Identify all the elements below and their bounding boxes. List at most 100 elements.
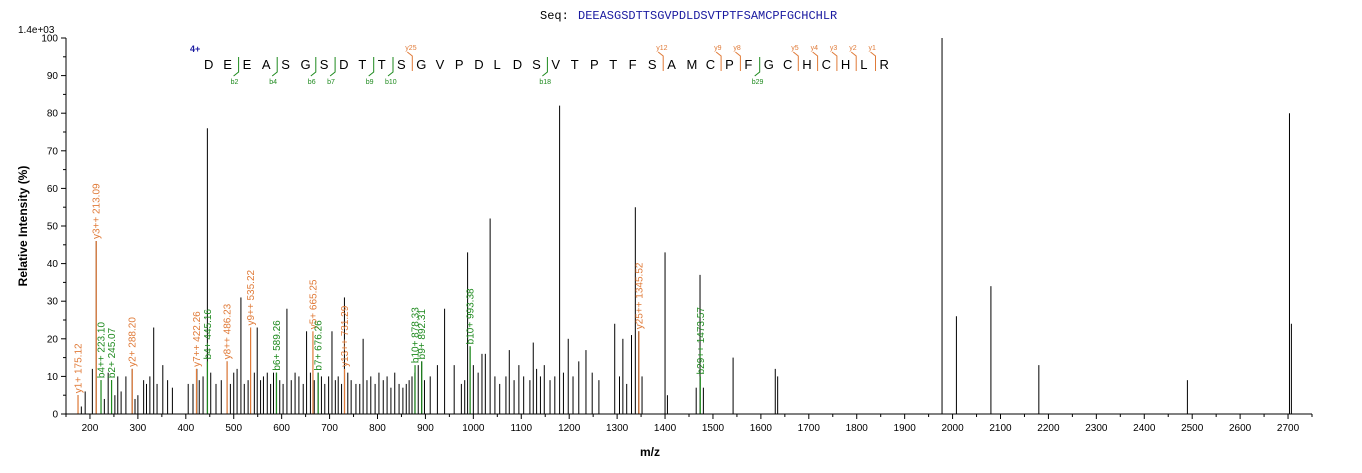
residue: E [243, 57, 252, 72]
residue: A [667, 57, 676, 72]
residue: E [223, 57, 232, 72]
y-tick-label: 100 [41, 34, 58, 45]
b-fragment-label: b9 [366, 79, 374, 86]
x-tick-label: 1800 [846, 423, 869, 434]
residue: C [783, 57, 792, 72]
b-fragment-label: b7 [327, 79, 335, 86]
x-tick-label: 1900 [894, 423, 917, 434]
x-tick-label: 1000 [462, 423, 485, 434]
residue: C [706, 57, 715, 72]
x-tick-label: 2700 [1277, 423, 1300, 434]
x-tick-label: 2300 [1085, 423, 1108, 434]
x-tick-label: 2400 [1133, 423, 1156, 434]
y-fragment-mark [792, 51, 799, 71]
y-fragment-label: y2 [849, 45, 857, 52]
y-fragment-label: y8 [733, 45, 741, 52]
ion-label: b4+ 445.16 [203, 309, 214, 360]
y-tick-label: 90 [47, 71, 59, 82]
residue: P [590, 57, 599, 72]
y-fragment-mark [715, 51, 722, 71]
ion-label: b9+ 892.31 [417, 309, 428, 360]
residue: L [494, 57, 501, 72]
y-tick-label: 60 [47, 184, 59, 195]
ion-label: y9++ 535.22 [246, 269, 257, 325]
residue: C [822, 57, 831, 72]
annotations-layer: y1+ 175.12 y3++ 213.09 b4++ 223.10 b2+ 245.… [74, 183, 707, 414]
peaks-layer [77, 38, 1292, 414]
residue: M [687, 57, 698, 72]
residue: F [629, 57, 637, 72]
x-tick-label: 1300 [606, 423, 629, 434]
b-fragment-mark [387, 57, 394, 77]
y-tick-label: 10 [47, 372, 59, 383]
residue: T [358, 57, 366, 72]
residue: P [455, 57, 464, 72]
residue: H [802, 57, 811, 72]
y-tick-label: 40 [47, 259, 59, 270]
b-fragment-mark [542, 57, 548, 77]
ion-label: y3++ 213.09 [92, 183, 103, 239]
x-tick-label: 1600 [750, 423, 773, 434]
b-fragment-label: b2 [231, 79, 239, 86]
y-fragment-label: y3 [830, 45, 838, 52]
y-fragment-mark [657, 51, 664, 71]
axes-layer: 0 10 20 30 40 50 60 70 80 90 100 200 300 400 500 600 700… [41, 34, 1313, 434]
b-fragment-mark [329, 57, 336, 77]
y-tick-label: 70 [47, 146, 59, 157]
x-tick-label: 400 [177, 423, 194, 434]
residue: D [513, 57, 522, 72]
seq-text: DEEASGSDTTSGVPDLDSVTPTFSAMCPFGCHCHLR [578, 9, 837, 23]
ion-label: y2+ 288.20 [128, 317, 139, 367]
x-axis-title: m/z [640, 445, 660, 459]
residue: T [378, 57, 386, 72]
y-fragment-mark [735, 51, 741, 71]
residue: D [204, 57, 213, 72]
x-tick-label: 2500 [1181, 423, 1204, 434]
x-tick-label: 300 [130, 423, 147, 434]
ion-label: b4++ 223.10 [97, 322, 108, 379]
b-fragment-label: b6 [308, 79, 316, 86]
residue: V [436, 57, 445, 72]
y-tick-label: 30 [47, 297, 59, 308]
ion-label: b10+ 878.33 [411, 307, 422, 363]
ion-label: b10+ 993.38 [466, 288, 477, 344]
ion-label: y13++ 731.29 [340, 305, 351, 367]
ion-label: b29++ 1473.57 [696, 307, 707, 375]
x-tick-label: 2100 [989, 423, 1012, 434]
residue: T [571, 57, 579, 72]
x-tick-label: 600 [273, 423, 290, 434]
x-tick-label: 1400 [654, 423, 677, 434]
x-tick-label: 2200 [1037, 423, 1060, 434]
b-fragment-label: b4 [269, 79, 277, 86]
seq-label: Seq: [540, 9, 569, 23]
x-tick-label: 1100 [511, 423, 533, 434]
residue: S [648, 57, 657, 72]
x-tick-label: 200 [82, 423, 99, 434]
ion-label: y25++ 1345.52 [634, 262, 645, 329]
y-fragment-mark [870, 51, 876, 71]
residue: L [860, 57, 867, 72]
residue: V [551, 57, 560, 72]
y-fragment-label: y9 [714, 45, 722, 52]
residue: G [764, 57, 774, 72]
b-fragment-label: b18 [539, 79, 551, 86]
residue: D [339, 57, 348, 72]
y-fragment-mark [831, 51, 838, 71]
y-fragment-label: y5 [791, 45, 799, 52]
b-fragment-mark [754, 57, 761, 77]
ion-label: b2+ 245.07 [107, 327, 118, 378]
y-fragment-label: y4 [811, 45, 819, 52]
y-tick-label: 50 [47, 222, 59, 233]
residue: S [320, 57, 329, 72]
y-fragment-label: y1 [869, 45, 877, 52]
ion-label: y7++ 422.26 [192, 311, 203, 367]
residue: G [301, 57, 311, 72]
ion-label: y1+ 175.12 [74, 343, 85, 393]
ion-label: y5+ 665.25 [308, 279, 319, 329]
y-fragment-mark [850, 51, 857, 71]
b-fragment-mark [233, 57, 240, 77]
ion-label: y8++ 486.23 [223, 303, 234, 359]
residue: T [609, 57, 617, 72]
y-fragment-mark [406, 51, 413, 71]
